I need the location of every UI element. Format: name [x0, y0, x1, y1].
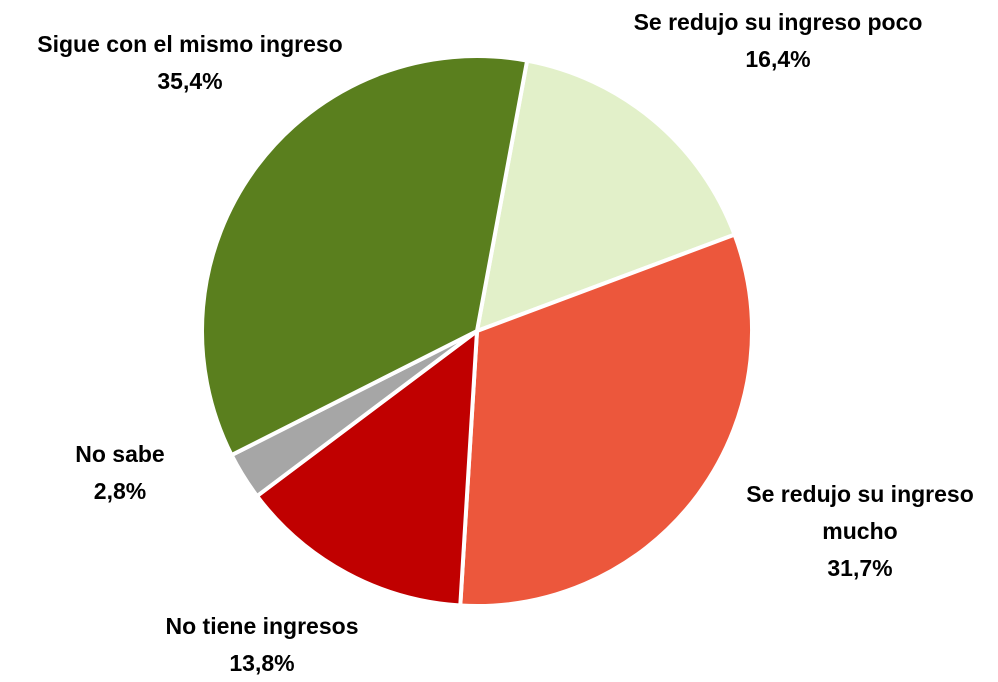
slice-label: Se redujo su ingreso mucho 31,7% [720, 476, 998, 587]
pie-slice [458, 232, 754, 608]
slice-label: No tiene ingresos 13,8% [112, 608, 412, 682]
value-label: 16,4% [745, 46, 811, 72]
slice-label: No sabe 2,8% [40, 436, 200, 510]
category-label: No sabe [75, 441, 165, 467]
pie-slice [475, 58, 737, 333]
slice-label: Se redujo su ingreso poco 16,4% [598, 4, 958, 78]
value-label: 35,4% [157, 68, 223, 94]
value-label: 13,8% [229, 650, 295, 676]
category-label: Se redujo su ingreso poco [633, 9, 923, 35]
slice-label: Sigue con el mismo ingreso 35,4% [0, 26, 380, 100]
pie-slice [255, 329, 479, 608]
value-label: 2,8% [93, 478, 147, 504]
category-label: Se redujo su ingreso mucho [746, 481, 974, 544]
category-label: Sigue con el mismo ingreso [37, 31, 343, 57]
value-label: 31,7% [827, 555, 893, 581]
category-label: No tiene ingresos [165, 613, 359, 639]
pie-slice [200, 54, 530, 458]
